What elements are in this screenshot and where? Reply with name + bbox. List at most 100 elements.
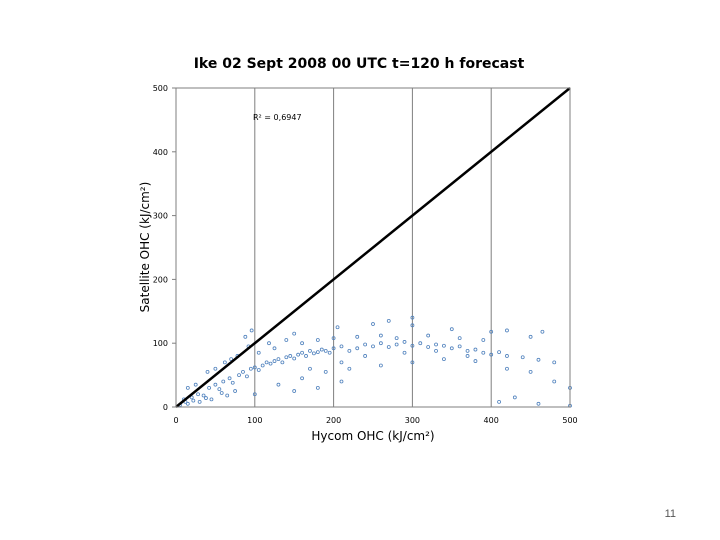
- data-point: [316, 386, 319, 389]
- data-point: [474, 348, 477, 351]
- data-point: [537, 402, 540, 405]
- data-point: [379, 364, 382, 367]
- data-point: [498, 400, 501, 403]
- y-tick-label: 500: [153, 84, 168, 93]
- data-point: [340, 345, 343, 348]
- data-point: [372, 345, 375, 348]
- data-point: [466, 349, 469, 352]
- data-point: [214, 367, 217, 370]
- data-point: [197, 393, 200, 396]
- data-point: [364, 343, 367, 346]
- data-point: [261, 364, 264, 367]
- data-point: [324, 370, 327, 373]
- data-point: [435, 349, 438, 352]
- data-point: [198, 400, 201, 403]
- y-axis-label: Satellite OHC (kJ/cm²): [138, 182, 152, 313]
- y-tick-label: 0: [163, 403, 168, 412]
- data-point: [273, 360, 276, 363]
- data-point: [250, 329, 253, 332]
- r-squared-annotation: R² = 0,6947: [253, 113, 302, 122]
- data-point: [498, 351, 501, 354]
- data-point: [320, 348, 323, 351]
- data-point: [356, 347, 359, 350]
- data-point: [474, 360, 477, 363]
- data-point: [450, 328, 453, 331]
- data-point: [308, 349, 311, 352]
- data-point: [537, 358, 540, 361]
- slide-number: 11: [665, 508, 676, 520]
- y-axis-ticks: 0100200300400500: [153, 84, 176, 412]
- data-point: [482, 339, 485, 342]
- data-point: [521, 356, 524, 359]
- data-point: [214, 383, 217, 386]
- data-point: [387, 346, 390, 349]
- data-point: [505, 354, 508, 357]
- data-point: [395, 343, 398, 346]
- data-point: [186, 386, 189, 389]
- data-point: [204, 397, 207, 400]
- y-tick-label: 300: [153, 212, 168, 221]
- scatter-chart: Ike 02 Sept 2008 00 UTC t=120 h forecast…: [0, 0, 720, 540]
- data-point: [340, 361, 343, 364]
- data-point: [218, 388, 221, 391]
- reference-line: [176, 88, 570, 407]
- data-point: [267, 342, 270, 345]
- x-tick-label: 200: [326, 416, 341, 425]
- data-points: [178, 316, 571, 407]
- data-point: [202, 394, 205, 397]
- data-point: [289, 354, 292, 357]
- data-point: [301, 377, 304, 380]
- data-point: [529, 335, 532, 338]
- x-tick-label: 100: [247, 416, 262, 425]
- data-point: [403, 340, 406, 343]
- data-point: [285, 356, 288, 359]
- data-point: [269, 362, 272, 365]
- data-point: [241, 370, 244, 373]
- data-point: [206, 370, 209, 373]
- data-point: [305, 354, 308, 357]
- data-point: [553, 361, 556, 364]
- x-tick-label: 300: [405, 416, 420, 425]
- data-point: [553, 380, 556, 383]
- data-point: [458, 345, 461, 348]
- data-point: [249, 367, 252, 370]
- data-point: [293, 390, 296, 393]
- data-point: [226, 394, 229, 397]
- data-point: [220, 391, 223, 394]
- data-point: [277, 383, 280, 386]
- data-point: [228, 377, 231, 380]
- data-point: [482, 351, 485, 354]
- data-point: [364, 354, 367, 357]
- data-point: [541, 330, 544, 333]
- data-point: [301, 342, 304, 345]
- data-point: [210, 398, 213, 401]
- data-point: [324, 349, 327, 352]
- data-point: [316, 351, 319, 354]
- chart-title: Ike 02 Sept 2008 00 UTC t=120 h forecast: [194, 56, 525, 72]
- data-point: [192, 399, 195, 402]
- data-point: [379, 334, 382, 337]
- data-point: [372, 323, 375, 326]
- data-point: [505, 367, 508, 370]
- data-point: [435, 343, 438, 346]
- data-point: [442, 344, 445, 347]
- data-point: [348, 367, 351, 370]
- data-point: [450, 347, 453, 350]
- data-point: [316, 339, 319, 342]
- data-point: [293, 357, 296, 360]
- data-point: [186, 402, 189, 405]
- data-point: [403, 351, 406, 354]
- data-point: [336, 326, 339, 329]
- x-tick-label: 400: [484, 416, 499, 425]
- data-point: [231, 381, 234, 384]
- data-point: [513, 396, 516, 399]
- data-point: [194, 383, 197, 386]
- x-axis-label: Hycom OHC (kJ/cm²): [311, 429, 434, 443]
- data-point: [222, 380, 225, 383]
- data-point: [297, 353, 300, 356]
- data-point: [308, 367, 311, 370]
- data-point: [529, 370, 532, 373]
- data-point: [348, 349, 351, 352]
- data-point: [234, 390, 237, 393]
- data-point: [328, 351, 331, 354]
